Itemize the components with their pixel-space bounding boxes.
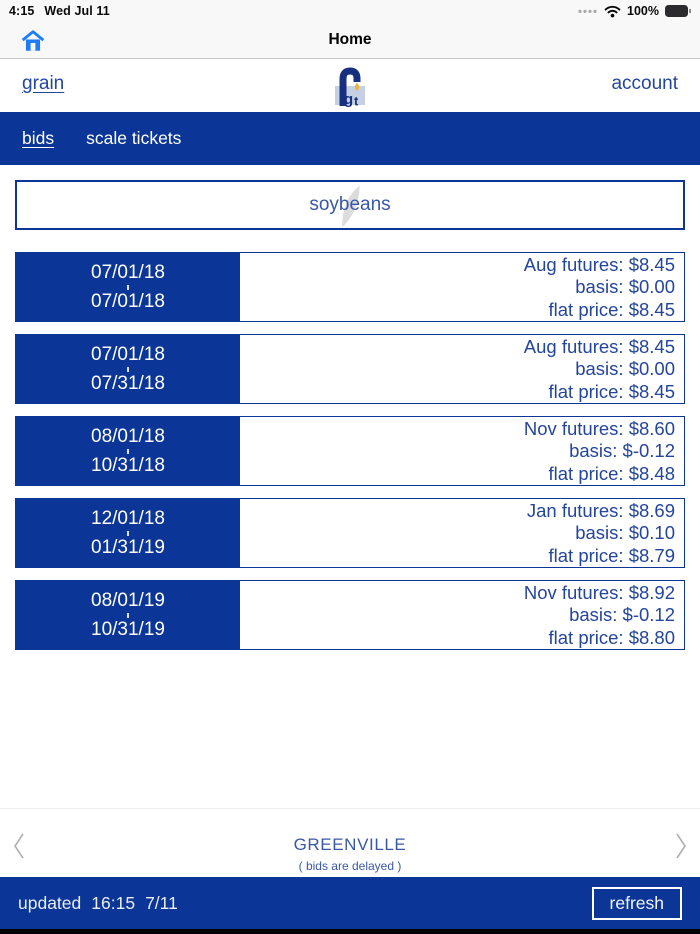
bid-date-range: 12/01/18 01/31/19 [16,499,240,567]
bid-end-date: 01/31/19 [91,536,165,558]
bid-basis: basis: $0.00 [575,276,675,298]
bid-futures: Aug futures: $8.45 [523,336,675,357]
bid-row[interactable]: 07/01/18 07/01/18 Aug futures: $8.45 bas… [15,252,685,322]
page-title: Home [328,31,372,48]
fgt-logo-icon: g t [331,64,369,110]
cellular-signal-icon [578,8,598,14]
nav-bar: Home [0,22,700,59]
tab-bids[interactable]: bids [22,128,55,148]
bid-start-date: 07/01/18 [91,261,165,283]
bid-row[interactable]: 12/01/18 01/31/19 Jan futures: $8.69 bas… [15,498,685,568]
bid-values: Jan futures: $8.69 basis: $0.10 flat pri… [527,500,675,567]
updated-date: 7/11 [145,892,178,913]
bid-start-date: 12/01/18 [91,507,165,529]
bid-flat-price: flat price: $8.45 [548,380,676,402]
bid-flat-price: flat price: $8.48 [548,462,676,484]
grain-link[interactable]: grain [22,73,65,94]
bid-date-range: 07/01/18 07/31/18 [16,335,240,403]
date-separator [127,366,129,372]
status-time: 4:15 [9,4,35,18]
battery-icon [665,5,691,17]
bid-date-range: 08/01/18 10/31/18 [16,417,240,485]
status-date: Wed Jul 11 [44,4,110,18]
divider [0,808,700,809]
commodity-selected-label: soybeans [309,194,391,215]
bid-basis: basis: $0.10 [575,522,675,544]
sub-header: grain g t account [0,60,700,112]
bid-values: Aug futures: $8.45 basis: $0.00 flat pri… [524,254,675,321]
location-name: GREENVILLE [293,835,407,854]
screen-bottom-edge [0,929,700,934]
commodity-selector[interactable]: soybeans [15,180,685,230]
account-link[interactable]: account [611,73,678,94]
bid-row[interactable]: 07/01/18 07/31/18 Aug futures: $8.45 bas… [15,334,685,404]
bid-row[interactable]: 08/01/18 10/31/18 Nov futures: $8.60 bas… [15,416,685,486]
bid-flat-price: flat price: $8.45 [548,298,676,320]
updated-label: updated [18,892,82,913]
updated-time: 16:15 [91,892,136,913]
date-separator [127,284,129,290]
bid-date-range: 07/01/18 07/01/18 [16,253,240,321]
logo-letter-t: t [354,94,359,109]
bid-futures: Nov futures: $8.60 [523,418,675,439]
soybean-seed-icon [337,183,364,236]
bid-basis: basis: $-0.12 [569,440,675,462]
bid-futures: Aug futures: $8.45 [523,254,675,275]
bid-end-date: 07/01/18 [91,290,165,312]
battery-percent: 100% [627,4,659,18]
bid-flat-price: flat price: $8.80 [548,626,676,648]
bid-basis: basis: $0.00 [575,358,675,380]
bid-values: Nov futures: $8.92 basis: $-0.12 flat pr… [524,582,675,649]
bid-futures: Nov futures: $8.92 [523,582,675,603]
bid-row[interactable]: 08/01/19 10/31/19 Nov futures: $8.92 bas… [15,580,685,650]
bids-delayed-note: ( bids are delayed ) [298,859,402,873]
bid-start-date: 08/01/18 [91,425,165,447]
status-bar: 4:15 Wed Jul 11 100% [0,0,700,22]
tab-scale-tickets[interactable]: scale tickets [86,128,182,148]
bid-start-date: 08/01/19 [91,589,165,611]
date-separator [127,448,129,454]
bid-end-date: 10/31/19 [91,618,165,640]
footer-bar: updated 16:15 7/11 refresh [0,877,700,929]
bid-start-date: 07/01/18 [91,343,165,365]
date-separator [127,612,129,618]
bid-flat-price: flat price: $8.79 [548,544,676,566]
home-icon[interactable] [20,28,46,54]
bid-end-date: 07/31/18 [91,372,165,394]
logo-letter-g: g [344,91,353,108]
next-location-chevron-icon[interactable] [673,832,689,860]
tab-bar: bids scale tickets [0,112,700,165]
date-separator [127,530,129,536]
wifi-icon [604,5,621,18]
refresh-button[interactable]: refresh [591,886,682,920]
bid-values: Nov futures: $8.60 basis: $-0.12 flat pr… [524,418,675,485]
bid-values: Aug futures: $8.45 basis: $0.00 flat pri… [524,336,675,403]
bid-end-date: 10/31/18 [91,454,165,476]
bid-basis: basis: $-0.12 [569,604,675,626]
previous-location-chevron-icon[interactable] [11,832,27,860]
bid-date-range: 08/01/19 10/31/19 [16,581,240,649]
updated-status: updated 16:15 7/11 [18,893,178,914]
bid-futures: Jan futures: $8.69 [526,500,675,521]
